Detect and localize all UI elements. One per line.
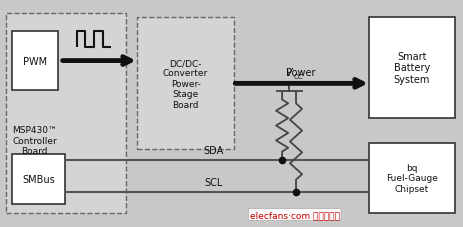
Text: CC: CC bbox=[293, 74, 302, 79]
Bar bbox=[6, 14, 126, 213]
Text: bq
Fuel-Gauge
Chipset: bq Fuel-Gauge Chipset bbox=[385, 163, 437, 193]
Text: MSP430™
Controller
Board: MSP430™ Controller Board bbox=[13, 126, 57, 155]
Text: Smart
Battery
System: Smart Battery System bbox=[393, 52, 429, 85]
Text: DC/DC-
Converter
Power-
Stage
Board: DC/DC- Converter Power- Stage Board bbox=[163, 59, 208, 109]
Text: SMBus: SMBus bbox=[22, 174, 55, 184]
Text: Power: Power bbox=[285, 67, 315, 77]
Bar bbox=[12, 32, 58, 91]
Text: elecfans·com 电子发烧友: elecfans·com 电子发烧友 bbox=[249, 210, 339, 219]
Bar bbox=[12, 154, 65, 204]
Bar bbox=[137, 18, 234, 150]
Bar bbox=[368, 143, 454, 213]
Bar bbox=[368, 18, 454, 118]
Text: SCL: SCL bbox=[204, 177, 222, 187]
Text: V: V bbox=[285, 67, 291, 77]
Text: PWM: PWM bbox=[23, 56, 47, 66]
Text: SDA: SDA bbox=[203, 146, 223, 155]
